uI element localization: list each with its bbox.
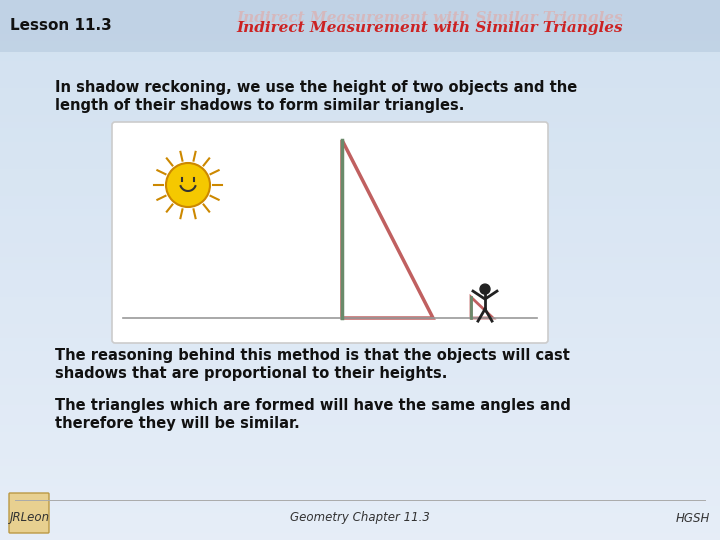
Bar [0, 532, 720, 540]
Bar [0, 289, 720, 297]
Bar [0, 93, 720, 102]
Bar [0, 438, 720, 446]
Bar [0, 168, 720, 176]
Bar [0, 208, 720, 216]
Bar [0, 215, 720, 222]
Bar [0, 154, 720, 162]
Bar [0, 478, 720, 486]
Bar [0, 269, 720, 276]
Text: Indirect Measurement with Similar Triangles: Indirect Measurement with Similar Triang… [237, 21, 624, 35]
Bar [0, 161, 720, 168]
Bar [0, 282, 720, 291]
Text: shadows that are proportional to their heights.: shadows that are proportional to their h… [55, 366, 447, 381]
Bar [0, 60, 720, 68]
Bar [0, 174, 720, 183]
Bar [0, 323, 720, 330]
Bar [0, 309, 720, 317]
Text: The triangles which are formed will have the same angles and: The triangles which are formed will have… [55, 398, 571, 413]
Circle shape [480, 284, 490, 294]
Bar [0, 26, 720, 33]
Bar [0, 127, 720, 135]
Bar [0, 235, 720, 243]
Bar [0, 228, 720, 237]
Bar [0, 424, 720, 432]
Bar [0, 100, 720, 108]
Bar [0, 465, 720, 472]
Bar [0, 147, 720, 156]
Bar [0, 417, 720, 426]
Bar [0, 0, 720, 6]
Bar [0, 485, 720, 492]
Bar [0, 451, 720, 459]
Bar [0, 242, 720, 249]
Bar [0, 114, 720, 122]
FancyBboxPatch shape [9, 493, 49, 533]
Bar [0, 87, 720, 94]
Bar [0, 303, 720, 310]
Bar [0, 431, 720, 438]
Text: JRLeon: JRLeon [10, 511, 50, 524]
Bar [0, 444, 720, 453]
FancyBboxPatch shape [112, 122, 548, 343]
Bar [0, 350, 720, 357]
Bar [0, 66, 720, 74]
Bar [0, 404, 720, 411]
Bar [0, 181, 720, 189]
Bar [0, 120, 720, 128]
Bar [0, 296, 720, 303]
Text: The reasoning behind this method is that the objects will cast: The reasoning behind this method is that… [55, 348, 570, 363]
Bar [0, 141, 720, 148]
Bar [0, 357, 720, 364]
Text: length of their shadows to form similar triangles.: length of their shadows to form similar … [55, 98, 464, 113]
Bar [0, 492, 720, 500]
Bar [0, 33, 720, 40]
Bar [0, 19, 720, 27]
Bar [0, 255, 720, 263]
Bar [0, 73, 720, 81]
Circle shape [166, 163, 210, 207]
Bar [0, 505, 720, 513]
Bar [0, 377, 720, 384]
Text: In shadow reckoning, we use the height of two objects and the: In shadow reckoning, we use the height o… [55, 80, 577, 95]
Bar [0, 384, 720, 392]
Bar [0, 6, 720, 14]
Bar [0, 46, 720, 54]
Bar [0, 390, 720, 399]
Bar [0, 201, 720, 209]
Bar [0, 471, 720, 480]
Bar [0, 370, 720, 378]
Bar [0, 336, 720, 345]
Bar [0, 222, 720, 230]
Bar [0, 316, 720, 324]
Bar [0, 525, 720, 534]
Bar [0, 458, 720, 465]
Bar [0, 39, 720, 47]
Bar [0, 0, 720, 52]
Text: Indirect Measurement with Similar Triangles: Indirect Measurement with Similar Triang… [237, 11, 624, 25]
Text: HGSH: HGSH [675, 511, 710, 524]
Bar [0, 498, 720, 507]
Text: Geometry Chapter 11.3: Geometry Chapter 11.3 [290, 511, 430, 524]
Bar [0, 363, 720, 372]
Text: therefore they will be similar.: therefore they will be similar. [55, 416, 300, 431]
Bar [0, 330, 720, 338]
Bar [0, 53, 720, 60]
Bar [0, 188, 720, 195]
Bar [0, 276, 720, 284]
Bar [0, 411, 720, 418]
Bar [0, 262, 720, 270]
Bar [0, 80, 720, 87]
Bar [0, 343, 720, 351]
Bar [0, 134, 720, 141]
Text: Lesson 11.3: Lesson 11.3 [10, 18, 112, 33]
Bar [0, 12, 720, 20]
Bar [0, 397, 720, 405]
Bar [0, 249, 720, 256]
Bar [0, 195, 720, 202]
Bar [0, 519, 720, 526]
Bar [0, 512, 720, 519]
Bar [0, 107, 720, 115]
